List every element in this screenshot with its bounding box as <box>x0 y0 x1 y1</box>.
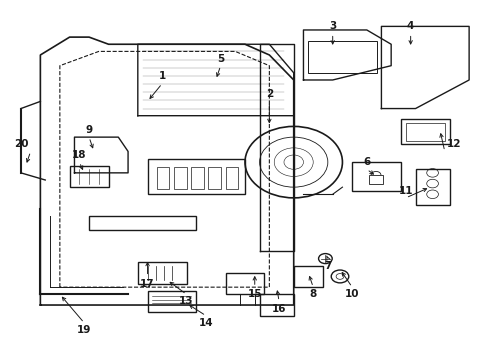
Bar <box>89 216 196 230</box>
Bar <box>416 169 450 205</box>
Bar <box>406 123 445 141</box>
Text: 17: 17 <box>140 279 155 289</box>
Text: 18: 18 <box>72 150 87 160</box>
Text: 4: 4 <box>407 21 415 31</box>
Text: 3: 3 <box>329 21 336 31</box>
Text: 20: 20 <box>14 139 28 149</box>
Text: 13: 13 <box>179 296 194 306</box>
Bar <box>352 162 401 191</box>
Bar <box>369 175 383 184</box>
Bar <box>138 262 187 284</box>
Bar <box>147 291 196 312</box>
Text: 19: 19 <box>77 325 92 335</box>
Bar <box>225 167 238 189</box>
Text: 7: 7 <box>324 261 332 271</box>
Bar <box>308 41 376 73</box>
Text: 11: 11 <box>398 186 413 196</box>
Bar <box>401 119 450 144</box>
Text: 9: 9 <box>86 125 93 135</box>
Bar <box>294 266 323 287</box>
Text: 2: 2 <box>266 89 273 99</box>
Text: 16: 16 <box>272 303 286 314</box>
Text: 10: 10 <box>345 289 360 299</box>
Text: 14: 14 <box>199 318 213 328</box>
Bar <box>225 273 265 294</box>
Text: 6: 6 <box>363 157 370 167</box>
Text: 12: 12 <box>447 139 462 149</box>
Bar <box>70 166 109 187</box>
Text: 8: 8 <box>310 289 317 299</box>
Bar <box>174 167 187 189</box>
Bar <box>260 294 294 316</box>
Bar <box>192 167 203 189</box>
Text: 15: 15 <box>247 289 262 299</box>
Text: 5: 5 <box>217 54 224 64</box>
Bar <box>147 158 245 194</box>
Text: 1: 1 <box>159 71 166 81</box>
Bar <box>208 167 220 189</box>
Bar <box>157 167 170 189</box>
